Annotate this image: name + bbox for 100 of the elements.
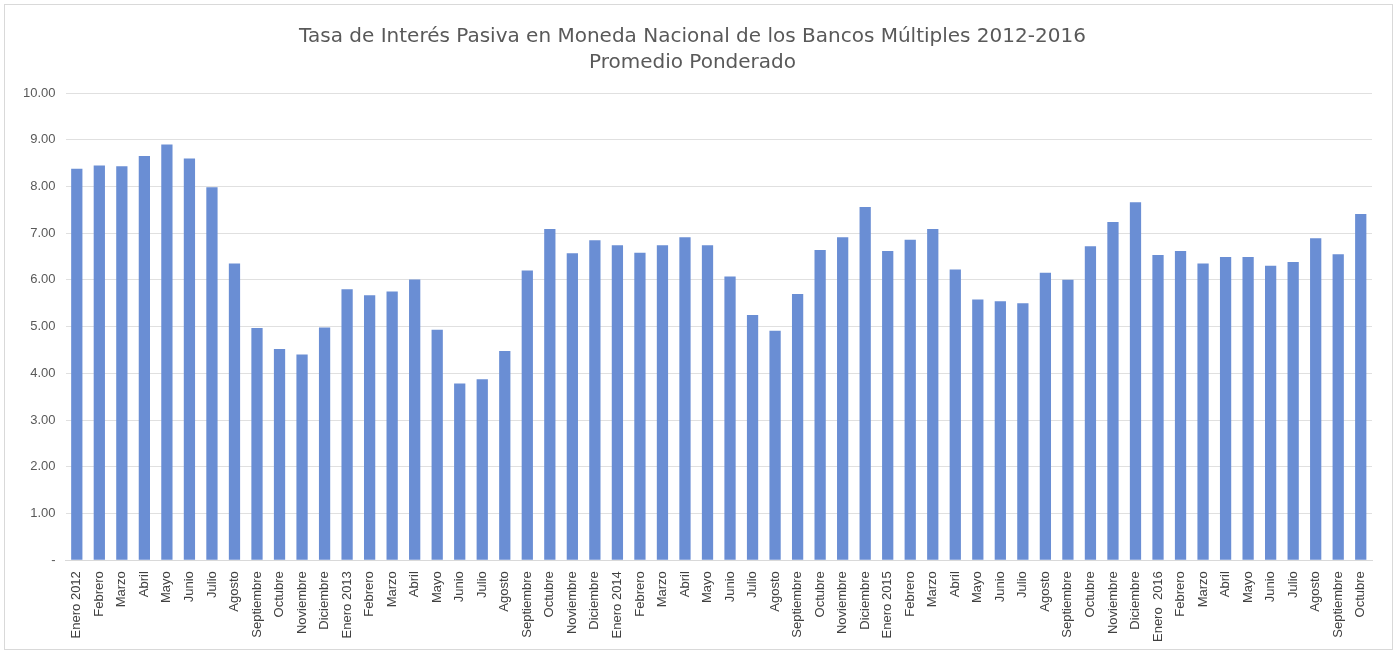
chart-subtitle: Promedio Ponderado (588, 49, 797, 74)
x-tick-label: Agosto (766, 571, 782, 612)
x-tick-label: Septiembre (789, 571, 805, 638)
x-tick-label: Agosto (496, 571, 512, 612)
bar (701, 245, 714, 560)
bar (116, 166, 128, 560)
bar (544, 228, 556, 560)
x-tick-label: Febrero (361, 571, 377, 617)
x-tick-label: Diciembre (586, 571, 602, 630)
bar (206, 187, 218, 560)
bar (1062, 279, 1074, 560)
y-tick-label: 3.00 (30, 411, 56, 427)
bar (769, 330, 781, 560)
x-tick-label: Marzo (654, 571, 670, 608)
x-tick-label: Mayo (699, 571, 715, 603)
bar (1332, 254, 1344, 560)
bar (273, 349, 286, 560)
bar (476, 379, 488, 560)
bar (1265, 265, 1277, 560)
y-tick-label: 9.00 (30, 131, 56, 147)
x-tick-label: Marzo (383, 571, 399, 608)
x-tick-label: Noviembre (563, 571, 579, 635)
x-tick-label: Agosto (226, 571, 242, 612)
x-tick-label: Julio (1284, 571, 1300, 598)
bar (318, 327, 331, 560)
bar (454, 383, 466, 560)
x-tick-label: Marzo (113, 571, 129, 608)
x-tick-label: Marzo (924, 571, 940, 608)
bar (71, 168, 83, 560)
x-tick-label: Abril (676, 571, 692, 598)
bar (994, 301, 1006, 560)
x-tick-label: Junio (991, 571, 1007, 603)
bar (679, 237, 691, 560)
bar (972, 299, 984, 560)
x-tick-label: Julio (744, 571, 760, 598)
bar (1129, 202, 1142, 560)
x-tick-label: Diciembre (1127, 571, 1143, 630)
bar (341, 289, 353, 560)
bar (1310, 238, 1322, 560)
bar (93, 165, 105, 560)
x-tick-label: Mayo (969, 571, 985, 603)
bar (1197, 263, 1209, 560)
bar (724, 276, 736, 560)
bar (949, 269, 961, 560)
x-tick-label: Febrero (90, 571, 106, 617)
x-tick-label: Agosto (1307, 571, 1323, 612)
x-tick-label: Agosto (1036, 571, 1052, 612)
x-tick-label: Abril (946, 571, 962, 598)
x-tick-label: Septiembre (248, 571, 264, 638)
x-tick-label: Enero 2015 (879, 571, 895, 639)
bar (431, 329, 443, 560)
x-tick-label: Septiembre (518, 571, 534, 638)
bar (499, 350, 511, 560)
x-tick-label: Mayo (1239, 571, 1255, 603)
bar (296, 354, 308, 560)
x-tick-label: Enero 2013 (338, 571, 354, 639)
x-tick-label: Marzo (1194, 571, 1210, 608)
bar (161, 144, 173, 560)
bar (791, 293, 804, 560)
x-tick-label: Julio (473, 571, 489, 598)
x-tick-label: Noviembre (1104, 571, 1120, 635)
bar (363, 295, 376, 560)
x-tick-label: Junio (721, 571, 737, 603)
bar (251, 327, 263, 560)
bar (138, 156, 150, 560)
bar (386, 291, 398, 560)
x-tick-label: Noviembre (293, 571, 309, 635)
x-tick-label: Mayo (428, 571, 444, 603)
bar (904, 239, 916, 560)
bar (1219, 256, 1232, 560)
bar (611, 245, 624, 560)
bar (228, 263, 241, 560)
bar (634, 252, 646, 560)
bar (1039, 272, 1052, 560)
y-tick-label: 4.00 (30, 364, 56, 380)
bar (1174, 250, 1187, 560)
y-tick-label: 6.00 (30, 271, 56, 287)
bar (1242, 256, 1254, 560)
bar (882, 250, 894, 560)
bar (1152, 255, 1164, 560)
bar (814, 249, 826, 560)
x-tick-label: Enero 2016 (1149, 571, 1165, 643)
x-tick-label: Noviembre (834, 571, 850, 635)
bar (656, 245, 669, 560)
x-tick-label: Diciembre (316, 571, 332, 630)
x-tick-label: Julio (1014, 571, 1030, 598)
x-tick-label: Febrero (901, 571, 917, 617)
y-tick-label: 5.00 (30, 318, 56, 334)
x-tick-label: Febrero (1172, 571, 1188, 617)
x-tick-label: Enero 2014 (608, 571, 624, 639)
bar (183, 158, 196, 560)
bar (566, 253, 578, 560)
x-tick-label: Diciembre (856, 571, 872, 630)
bar (1355, 214, 1367, 560)
x-tick-label: Octubre (1352, 571, 1368, 618)
x-tick-label: Octubre (1082, 571, 1098, 618)
y-tick-label: 2.00 (30, 458, 56, 474)
y-tick-label: - (51, 551, 56, 567)
x-tick-label: Octubre (811, 571, 827, 618)
x-tick-label: Octubre (541, 571, 557, 618)
